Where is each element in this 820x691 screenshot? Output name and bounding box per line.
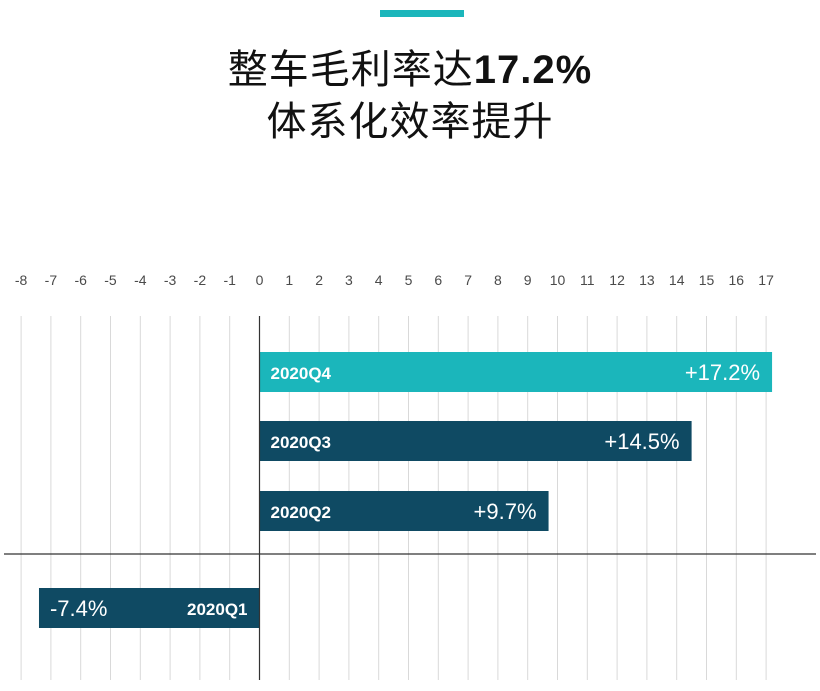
bar-2020Q2 — [259, 491, 549, 531]
x-tick-label: -7 — [45, 272, 58, 288]
x-tick-label: 8 — [494, 272, 502, 288]
x-tick-label: -6 — [74, 272, 87, 288]
bar-category-label: 2020Q2 — [271, 503, 332, 522]
x-tick-label: 0 — [256, 272, 264, 288]
x-tick-label: 5 — [405, 272, 413, 288]
bar-2020Q4 — [259, 352, 773, 392]
bar-category-label: 2020Q4 — [271, 364, 332, 383]
bar-value-label: -7.4% — [50, 596, 107, 621]
x-tick-label: 15 — [699, 272, 715, 288]
x-tick-label: 10 — [550, 272, 566, 288]
bar-2020Q1 — [38, 588, 260, 628]
axes — [4, 316, 816, 680]
bar-2020Q3 — [259, 421, 692, 461]
x-tick-label: 9 — [524, 272, 532, 288]
x-tick-label: 4 — [375, 272, 383, 288]
x-tick-label: -3 — [164, 272, 177, 288]
x-tick-label: 14 — [669, 272, 685, 288]
bars: 2020Q4 +17.2% 2020Q3 +14.5% 2020Q2 +9.7% 2020Q… — [38, 352, 773, 628]
x-tick-label: -4 — [134, 272, 147, 288]
x-tick-label: 1 — [285, 272, 293, 288]
bar-value-label: +9.7% — [474, 499, 537, 524]
bar-value-label: +14.5% — [604, 429, 679, 454]
accent-bar — [380, 10, 464, 17]
page-title: 整车毛利率达17.2% — [0, 48, 820, 92]
bar-category-label: 2020Q3 — [271, 433, 332, 452]
bar-category-label: 2020Q1 — [187, 600, 248, 619]
x-tick-label: 17 — [758, 272, 774, 288]
x-tick-label: -1 — [223, 272, 236, 288]
x-tick-label: -8 — [15, 272, 28, 288]
x-tick-label: -2 — [194, 272, 207, 288]
page-subtitle: 体系化效率提升 — [266, 100, 554, 144]
x-tick-label: 16 — [729, 272, 745, 288]
x-tick-label: 11 — [580, 272, 595, 288]
x-tick-label: 12 — [609, 272, 625, 288]
x-tick-label: -5 — [104, 272, 117, 288]
tick-labels: -8 -7 -6 -5 -4 -3 -2 -1 0 1 2 3 4 5 6 7 8 9 10 11 12 13 14 15 16… — [15, 272, 774, 288]
x-tick-label: 7 — [464, 272, 472, 288]
x-tick-label: 13 — [639, 272, 655, 288]
title-highlight: 17.2% — [473, 48, 593, 92]
bar-value-label: +17.2% — [685, 360, 760, 385]
x-tick-label: 2 — [315, 272, 323, 288]
x-tick-label: 6 — [434, 272, 442, 288]
title-prefix: 整车毛利率达 — [227, 48, 474, 92]
x-tick-label: 3 — [345, 272, 353, 288]
